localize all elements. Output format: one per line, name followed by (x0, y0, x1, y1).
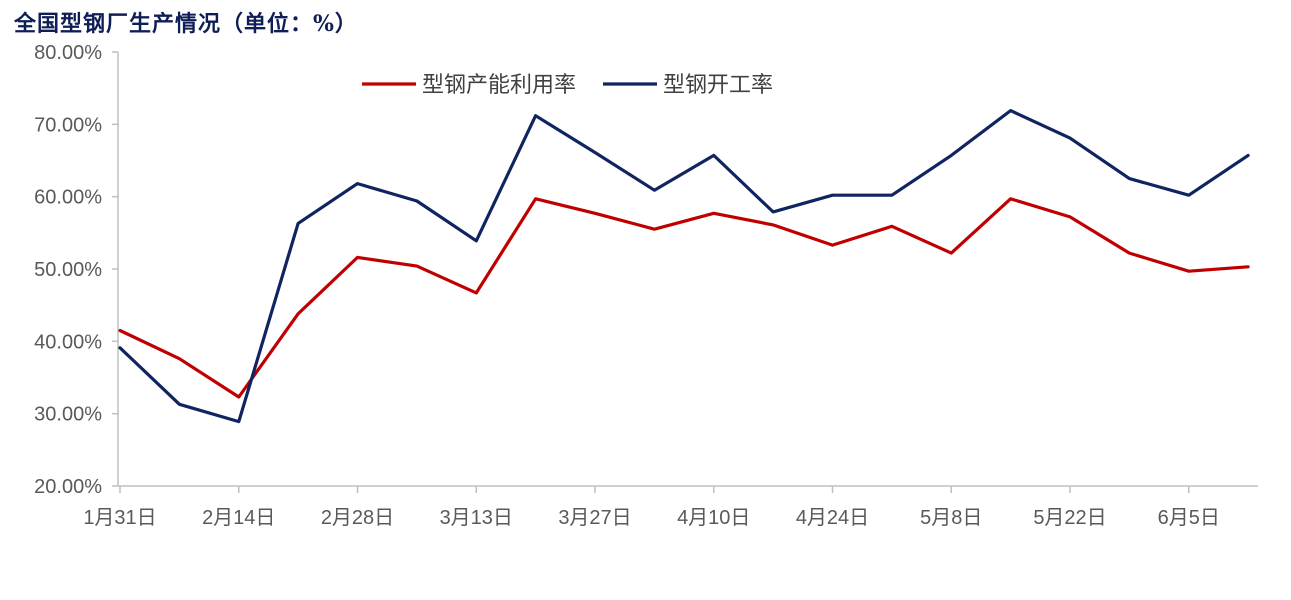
series-line-2 (118, 108, 1250, 424)
y-tick-label: 80.00% (34, 42, 102, 64)
x-tick-label: 4月24日 (796, 507, 869, 529)
y-tick-label: 50.00% (34, 259, 102, 281)
y-tick-label: 70.00% (34, 114, 102, 136)
y-tick-label: 30.00% (34, 404, 102, 426)
y-tick-label: 60.00% (34, 187, 102, 209)
x-tick-label: 5月8日 (920, 507, 982, 529)
y-tick-label: 40.00% (34, 331, 102, 353)
y-tick-label: 20.00% (34, 476, 102, 498)
x-tick-label: 6月5日 (1158, 507, 1220, 529)
x-tick-label: 5月22日 (1033, 507, 1106, 529)
x-tick-label: 2月28日 (321, 507, 394, 529)
legend-label-1: 型钢产能利用率 (422, 72, 576, 97)
x-tick-label: 3月27日 (558, 507, 631, 529)
x-tick-label: 3月13日 (440, 507, 513, 529)
x-tick-label: 2月14日 (202, 507, 275, 529)
series-line-1 (118, 197, 1250, 399)
x-tick-label: 1月31日 (83, 507, 156, 529)
legend-label-2: 型钢开工率 (663, 72, 773, 97)
chart-title: 全国型钢厂生产情况（单位：%） (14, 11, 358, 37)
x-tick-label: 4月10日 (677, 507, 750, 529)
